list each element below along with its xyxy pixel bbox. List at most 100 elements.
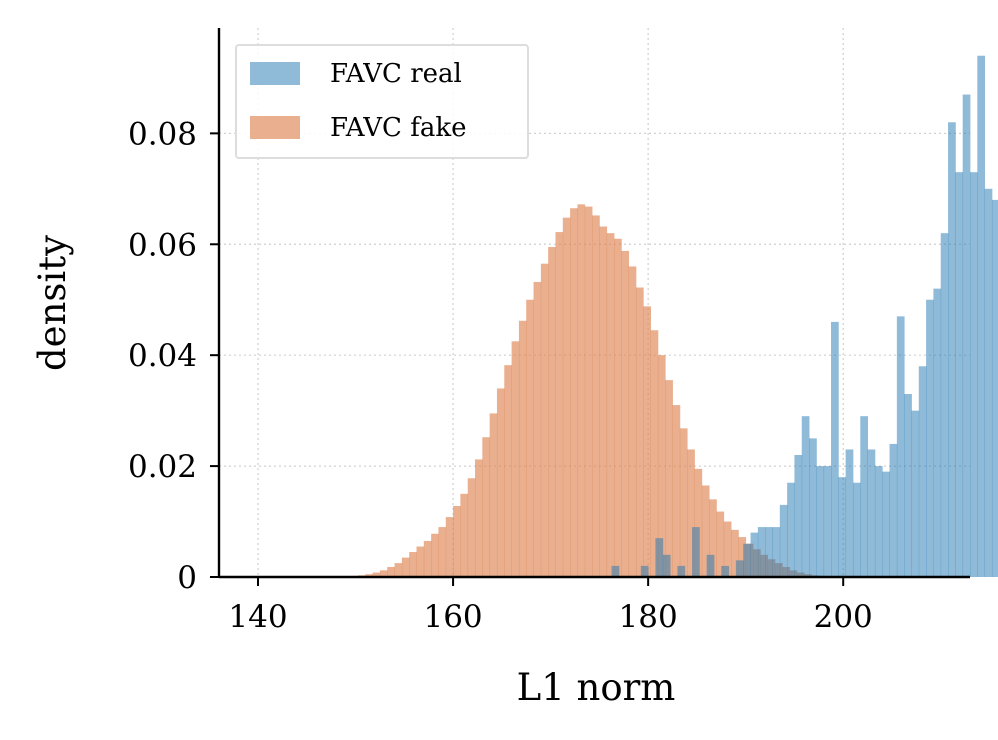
histogram-bar <box>540 263 549 577</box>
histogram-bar <box>977 55 986 577</box>
histogram-bar <box>918 366 927 577</box>
histogram-bar <box>621 250 630 577</box>
histogram-bar <box>991 199 998 577</box>
histogram-bar <box>372 572 381 577</box>
y-axis-label: density <box>31 235 74 371</box>
histogram-bar <box>723 521 732 577</box>
histogram-bar <box>655 538 664 577</box>
histogram-bar <box>445 517 454 577</box>
histogram-bar <box>650 330 659 577</box>
histogram-bar <box>882 471 890 577</box>
histogram-bar <box>677 565 686 577</box>
histogram-bar <box>852 482 861 577</box>
legend-swatch <box>250 116 300 139</box>
histogram-bar <box>416 546 425 577</box>
histogram-bar <box>657 355 666 577</box>
histogram-bar <box>845 449 854 577</box>
x-tick-label: 140 <box>228 599 287 635</box>
y-tick-label: 0.06 <box>128 227 197 263</box>
histogram-bar <box>738 537 747 577</box>
histogram-bar <box>955 172 964 577</box>
histogram-bar <box>809 438 817 577</box>
histogram-bar <box>482 437 491 577</box>
histogram-bar <box>526 299 534 577</box>
histogram-bar <box>409 552 417 577</box>
x-tick-label: 200 <box>814 599 873 635</box>
histogram-bar <box>970 172 978 577</box>
x-tick-label: 180 <box>619 599 678 635</box>
histogram-bar <box>779 504 788 577</box>
series-favc-fake <box>350 204 827 577</box>
histogram-bar <box>735 560 744 577</box>
histogram-bar <box>787 482 795 577</box>
histogram-bar <box>701 485 710 577</box>
histogram-bar <box>533 281 542 577</box>
histogram-bar <box>584 206 593 577</box>
histogram-bar <box>562 217 571 577</box>
histogram-bar <box>721 565 730 577</box>
histogram-bar <box>823 466 832 577</box>
histogram-bar <box>867 449 876 577</box>
histogram-bar <box>628 266 637 577</box>
histogram-bar <box>431 533 439 577</box>
histogram-bar <box>643 306 651 577</box>
y-tick-label: 0.08 <box>128 116 197 152</box>
legend-label: FAVC real <box>330 59 462 89</box>
x-tick-label: 160 <box>423 599 482 635</box>
histogram-bar <box>940 233 949 577</box>
histogram-bar <box>933 288 942 577</box>
histogram-bar <box>665 380 673 577</box>
legend-swatch <box>250 62 300 85</box>
histogram-bar <box>709 499 717 577</box>
histogram-bar <box>423 540 432 577</box>
histogram-bar <box>911 410 920 577</box>
histogram-bar <box>757 527 766 577</box>
histogram-bar <box>816 466 825 577</box>
tick-labels: 140 160 180 200 0 0.02 0.04 0.06 0.08 <box>128 116 873 635</box>
histogram-bar <box>592 215 600 577</box>
histogram-bar <box>860 416 868 577</box>
histogram-bar <box>750 532 759 577</box>
legend: FAVC real FAVC fake <box>235 44 529 159</box>
histogram-bar <box>379 570 388 577</box>
histogram-bar <box>467 478 476 577</box>
histogram-bar <box>984 188 993 577</box>
histogram-bar <box>874 466 883 577</box>
histogram-bar <box>904 394 912 577</box>
histogram-bar <box>599 226 608 577</box>
histogram-bar <box>438 527 447 577</box>
histogram-bar <box>577 204 586 577</box>
legend-label: FAVC fake <box>330 113 466 143</box>
histogram-bar <box>692 527 700 577</box>
histogram-bar <box>838 477 847 577</box>
legend-frame <box>235 44 529 159</box>
histogram-bar <box>716 511 725 577</box>
histogram-bar <box>765 527 773 577</box>
histogram-bar <box>475 459 483 577</box>
histogram-bar <box>387 567 395 577</box>
histogram-bar <box>394 563 403 577</box>
histogram-bar <box>640 565 649 577</box>
histogram-bar <box>962 94 971 577</box>
histogram-bar <box>365 574 374 577</box>
histogram-bar <box>504 365 512 577</box>
histogram-bar <box>948 122 956 577</box>
histogram-bar <box>489 413 498 577</box>
y-tick-label: 0.04 <box>128 338 197 374</box>
histogram-bar <box>614 238 622 577</box>
histogram-bar <box>731 529 739 577</box>
histogram-bar <box>453 506 461 577</box>
histogram-bar <box>687 449 695 577</box>
histogram-bar <box>611 565 620 577</box>
histogram-bar <box>672 405 681 577</box>
histogram-bar <box>889 443 898 577</box>
x-axis-label: L1 norm <box>517 666 676 709</box>
histogram-bar <box>606 233 615 577</box>
histogram-bar <box>801 416 810 577</box>
histogram-bar <box>401 557 410 577</box>
histogram-bar <box>555 232 564 577</box>
y-tick-label: 0 <box>177 560 197 596</box>
histogram-bar <box>743 543 751 577</box>
y-tick-label: 0.02 <box>128 449 197 485</box>
histogram-bar <box>570 208 578 577</box>
